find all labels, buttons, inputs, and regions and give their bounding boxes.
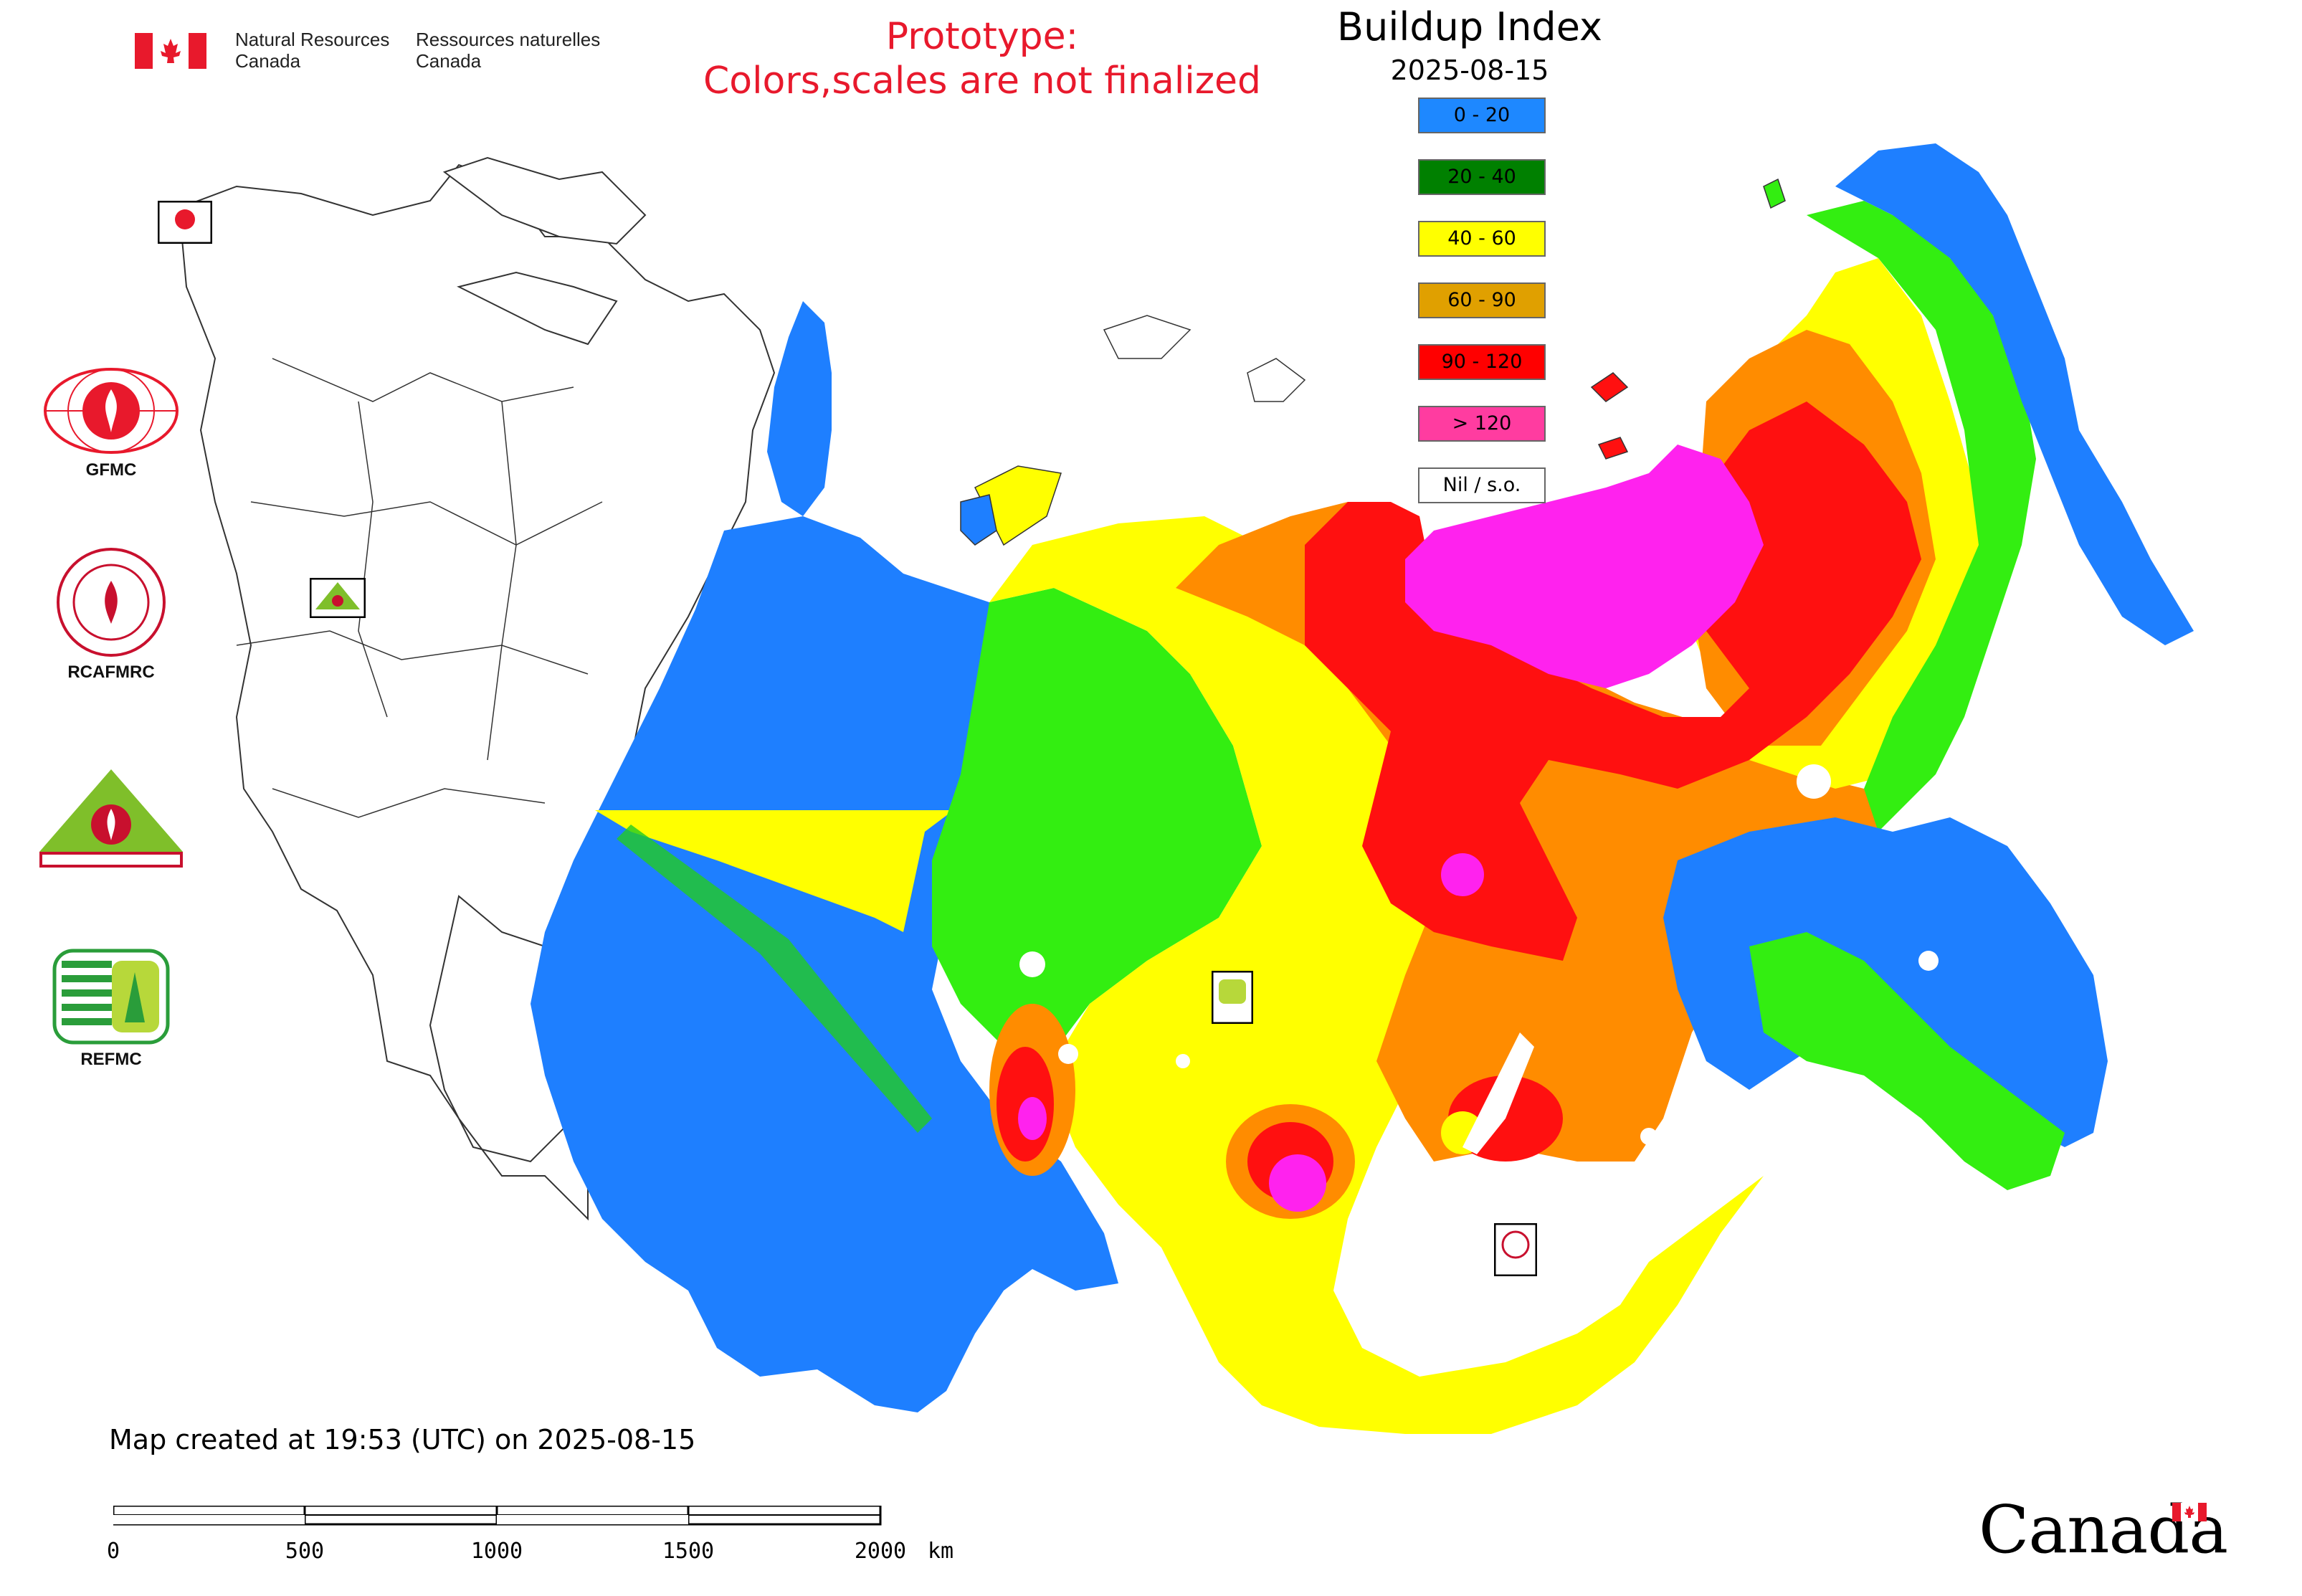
gfmc-block: GFMC [29, 364, 194, 480]
yellow-streak [595, 810, 953, 932]
gfmc-label: GFMC [85, 460, 137, 480]
legend-title: Buildup Index [1337, 4, 1602, 49]
rcafmrc-block: RCAFMRC [29, 545, 194, 683]
nrcan-signature: Natural Resources Canada Ressources natu… [135, 26, 637, 76]
green-streak [617, 825, 932, 1133]
arctic-islands [960, 178, 1786, 546]
scandinavia-region [767, 301, 832, 516]
legend-item-0: 0 - 20 [1418, 98, 1546, 133]
rcafmrc-logo-icon [57, 548, 166, 657]
reefmc-map-marker [310, 578, 366, 618]
europe-outline [178, 156, 776, 1221]
canada-flag-icon [135, 33, 206, 69]
rcafmrc-map-marker [1494, 1223, 1537, 1276]
legend-item-5: > 120 [1418, 406, 1546, 442]
refmc-logo-icon [52, 949, 170, 1045]
red-region [1305, 402, 1921, 961]
nrcan-name-en: Natural Resources Canada [235, 29, 390, 72]
legend-date: 2025-08-15 [1390, 54, 1549, 86]
legend-item-1: 20 - 40 [1418, 159, 1546, 195]
gfmc-map-marker [158, 201, 212, 244]
nrcan-name-fr: Ressources naturelles Canada [416, 29, 601, 72]
canada-wordmark-flag-icon [2172, 1503, 2207, 1521]
scale-unit: km [928, 1539, 954, 1564]
scale-tick-2: 1000 [470, 1539, 523, 1564]
map-created-timestamp: Map created at 19:53 (UTC) on 2025-08-15 [109, 1424, 696, 1455]
reefmc-block [29, 766, 194, 876]
scale-tick-0: 0 [106, 1539, 120, 1564]
green-region [932, 588, 1262, 1061]
europe-borders [236, 358, 603, 818]
rcafmrc-label: RCAFMRC [67, 662, 155, 682]
legend-item-4: 90 - 120 [1418, 344, 1546, 380]
green-east-region [1807, 201, 2036, 832]
legend-item-2: 40 - 60 [1418, 221, 1546, 257]
gfmc-logo-icon [44, 368, 179, 454]
legend-item-6: Nil / s.o. [1418, 467, 1546, 503]
far-east-blue-region [1835, 143, 2194, 645]
magenta-region [1405, 445, 1764, 688]
scale-bar-graphic [113, 1506, 882, 1526]
scale-bar: 0 500 1000 1500 2000 km [100, 1498, 975, 1570]
prototype-notice: Prototype: Colors,scales are not finaliz… [638, 14, 1326, 103]
amur-green-region [1749, 932, 2065, 1190]
scale-tick-4: 2000 [854, 1539, 907, 1564]
prototype-line-2: Colors,scales are not finalized [703, 60, 1262, 103]
prototype-line-1: Prototype: [885, 15, 1079, 58]
nil-spots [1019, 764, 1939, 1154]
scale-tick-1: 500 [285, 1539, 325, 1564]
scale-tick-3: 1500 [662, 1539, 715, 1564]
refmc-block: REFMC [29, 946, 194, 1070]
reefmc-logo-icon [39, 769, 183, 868]
legend-item-3: 60 - 90 [1418, 282, 1546, 318]
refmc-map-marker [1212, 971, 1253, 1024]
refmc-label: REFMC [80, 1050, 142, 1069]
canada-wordmark: Canada [1979, 1491, 2228, 1568]
yellow-region [989, 516, 1764, 1434]
